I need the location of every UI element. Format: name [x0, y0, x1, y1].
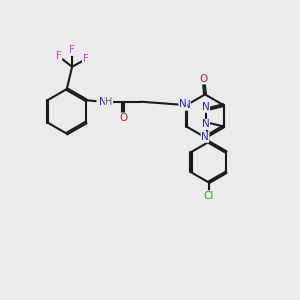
Text: N: N: [201, 132, 209, 142]
Text: N: N: [202, 119, 210, 129]
Text: N: N: [202, 102, 210, 112]
Text: N: N: [99, 97, 106, 107]
Text: H: H: [102, 97, 110, 107]
Text: O: O: [119, 113, 128, 123]
Text: Cl: Cl: [203, 191, 214, 201]
Text: H: H: [105, 97, 113, 107]
Text: N: N: [183, 100, 190, 110]
Text: F: F: [56, 51, 62, 62]
Text: N: N: [97, 97, 105, 107]
Text: F: F: [82, 54, 88, 64]
Text: F: F: [69, 45, 75, 56]
Text: N: N: [179, 99, 187, 109]
Text: O: O: [200, 74, 208, 84]
